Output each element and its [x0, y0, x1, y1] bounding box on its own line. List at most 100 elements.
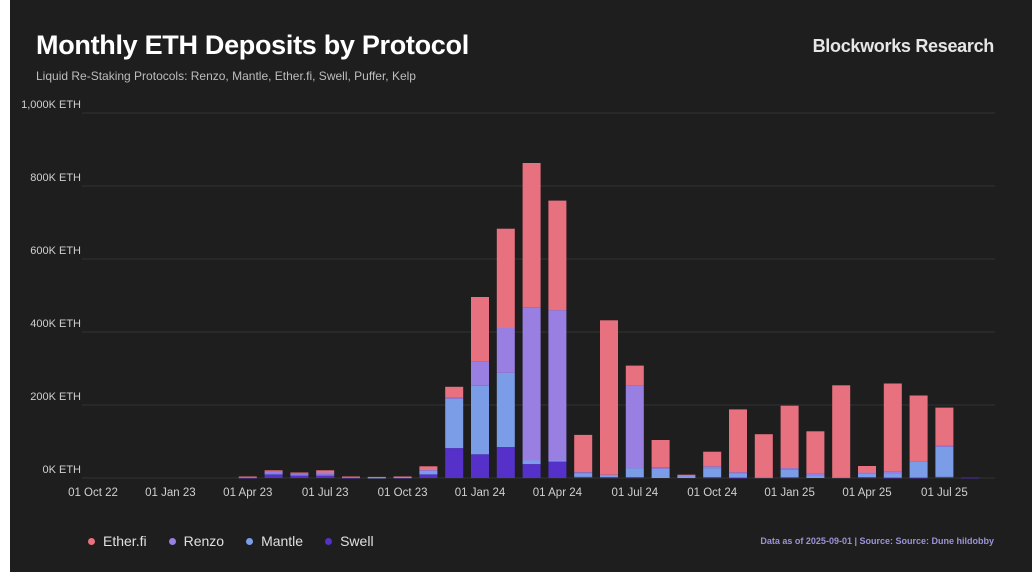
bar-segment-renzo[interactable] [496, 328, 515, 373]
bar-segment-swell[interactable] [780, 477, 799, 479]
bar-segment-mantle[interactable] [651, 468, 670, 478]
bar-segment-swell[interactable] [961, 477, 980, 479]
bar-segment-mantle[interactable] [935, 447, 954, 477]
bar-segment-swell[interactable] [909, 477, 928, 479]
bar-segment-renzo[interactable] [290, 473, 309, 475]
bar-segment-renzo[interactable] [574, 472, 593, 474]
bar-segment-renzo[interactable] [935, 445, 954, 447]
bar-segment-renzo[interactable] [729, 472, 747, 474]
bar-segment-etherfi[interactable] [290, 472, 309, 474]
bar-segment-swell[interactable] [548, 461, 567, 478]
bar-segment-etherfi[interactable] [445, 386, 464, 398]
bar-segment-renzo[interactable] [625, 385, 644, 469]
bar-segment-swell[interactable] [316, 475, 335, 478]
bar-segment-mantle[interactable] [883, 474, 902, 478]
bar-segment-etherfi[interactable] [600, 320, 618, 475]
bar-segment-etherfi[interactable] [574, 434, 593, 473]
bar-segment-etherfi[interactable] [496, 228, 515, 328]
bar-segment-etherfi[interactable] [522, 163, 541, 308]
bar-segment-renzo[interactable] [316, 472, 335, 475]
bar-segment-swell[interactable] [496, 447, 515, 478]
bar-segment-etherfi[interactable] [780, 405, 799, 469]
bar-segment-renzo[interactable] [806, 473, 825, 476]
bar-segment-etherfi[interactable] [858, 466, 876, 473]
bar-segment-etherfi[interactable] [806, 431, 825, 474]
bar-segment-etherfi[interactable] [367, 476, 386, 478]
bar-segment-etherfi[interactable] [651, 440, 670, 468]
bar-segment-etherfi[interactable] [419, 466, 438, 470]
bar-segment-etherfi[interactable] [729, 409, 747, 473]
legend-item-etherfi[interactable]: Ether.fi [88, 533, 147, 549]
bar-segment-renzo[interactable] [471, 361, 489, 386]
bar-segment-mantle[interactable] [496, 372, 515, 447]
bar-segment-swell[interactable] [264, 474, 283, 478]
bar-segment-renzo[interactable] [883, 471, 902, 474]
bar-segment-mantle[interactable] [290, 474, 309, 476]
bar-segment-mantle[interactable] [832, 477, 851, 479]
bar-segment-etherfi[interactable] [754, 434, 773, 478]
bar-segment-mantle[interactable] [858, 473, 876, 478]
bar-segment-renzo[interactable] [264, 471, 283, 474]
bar-segment-mantle[interactable] [806, 475, 825, 478]
bar-segment-swell[interactable] [729, 477, 747, 479]
bar-segment-renzo[interactable] [238, 477, 257, 479]
bar-segment-renzo[interactable] [522, 307, 541, 461]
bar-segment-renzo[interactable] [445, 397, 464, 399]
bar-segment-etherfi[interactable] [832, 385, 851, 478]
legend-item-swell[interactable]: Swell [325, 533, 374, 549]
bar-segment-etherfi[interactable] [677, 474, 696, 476]
bar-segment-mantle[interactable] [600, 475, 618, 478]
bar-segment-swell[interactable] [703, 477, 722, 479]
bar-segment-swell[interactable] [290, 475, 309, 478]
bar-segment-swell[interactable] [858, 477, 876, 479]
bar-segment-renzo[interactable] [780, 468, 799, 470]
bar-segment-mantle[interactable] [780, 470, 799, 478]
bar-segment-renzo[interactable] [342, 477, 360, 479]
bar-segment-swell[interactable] [883, 477, 902, 479]
bar-segment-swell[interactable] [574, 476, 593, 478]
bar-segment-mantle[interactable] [703, 468, 722, 478]
bar-segment-mantle[interactable] [548, 460, 567, 462]
bar-segment-swell[interactable] [625, 477, 644, 479]
bar-segment-renzo[interactable] [419, 470, 438, 471]
bar-segment-mantle[interactable] [677, 476, 696, 479]
bar-segment-etherfi[interactable] [471, 297, 489, 362]
bar-segment-etherfi[interactable] [883, 383, 902, 472]
legend-item-mantle[interactable]: Mantle [246, 533, 303, 549]
bar-segment-swell[interactable] [445, 448, 464, 478]
bar-segment-etherfi[interactable] [703, 451, 722, 467]
bar-segment-etherfi[interactable] [342, 476, 360, 478]
bar-segment-mantle[interactable] [754, 477, 773, 479]
bar-segment-etherfi[interactable] [625, 365, 644, 386]
bar-segment-mantle[interactable] [264, 473, 283, 475]
bar-segment-renzo[interactable] [703, 466, 722, 469]
bar-segment-mantle[interactable] [445, 398, 464, 449]
bar-segment-mantle[interactable] [419, 470, 438, 475]
bar-segment-swell[interactable] [600, 477, 618, 479]
bar-segment-etherfi[interactable] [935, 407, 954, 446]
bar-segment-etherfi[interactable] [548, 200, 567, 311]
bar-segment-swell[interactable] [935, 476, 954, 478]
bar-segment-mantle[interactable] [574, 474, 593, 477]
bar-segment-swell[interactable] [522, 464, 541, 478]
bar-segment-renzo[interactable] [858, 472, 876, 474]
bar-segment-mantle[interactable] [729, 474, 747, 478]
bar-segment-etherfi[interactable] [264, 470, 283, 472]
bar-segment-renzo[interactable] [548, 310, 567, 461]
bar-segment-swell[interactable] [419, 474, 438, 478]
bar-segment-mantle[interactable] [316, 474, 335, 476]
bar-segment-mantle[interactable] [522, 460, 541, 465]
bar-segment-renzo[interactable] [651, 467, 670, 469]
bar-segment-mantle[interactable] [471, 385, 489, 455]
bar-segment-renzo[interactable] [677, 475, 696, 477]
bar-segment-renzo[interactable] [600, 474, 618, 476]
bar-segment-mantle[interactable] [625, 468, 644, 478]
bar-segment-mantle[interactable] [909, 461, 928, 478]
bar-segment-swell[interactable] [471, 454, 489, 478]
data-source-note: Data as of 2025-09-01 | Source: Source: … [760, 536, 994, 546]
bar-segment-etherfi[interactable] [238, 476, 257, 478]
bar-segment-etherfi[interactable] [393, 476, 412, 478]
bar-segment-etherfi[interactable] [909, 395, 928, 462]
bar-segment-etherfi[interactable] [316, 470, 335, 473]
legend-item-renzo[interactable]: Renzo [168, 533, 224, 549]
